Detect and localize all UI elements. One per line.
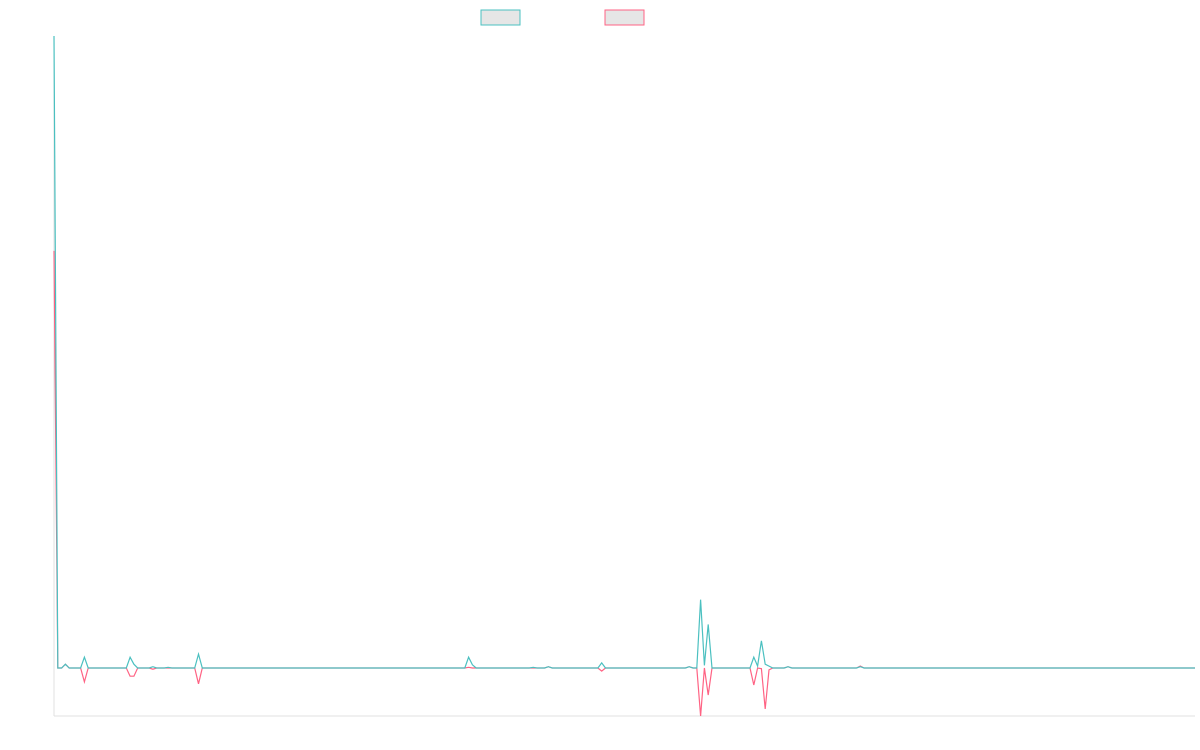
series-line-1 <box>53 35 1195 669</box>
legend <box>480 9 645 26</box>
series-line-2 <box>53 250 1195 717</box>
legend-swatch-1 <box>480 9 521 26</box>
legend-swatch-2 <box>604 9 645 26</box>
series-lines <box>53 35 1195 717</box>
axes <box>53 36 1195 717</box>
